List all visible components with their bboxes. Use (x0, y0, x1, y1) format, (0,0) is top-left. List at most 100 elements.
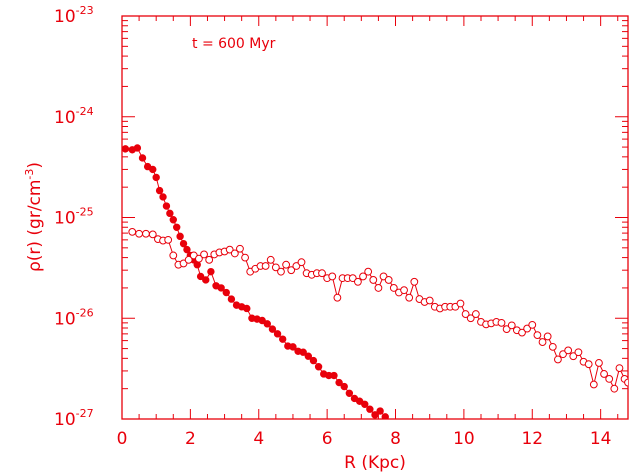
data-point (366, 405, 374, 413)
data-point (176, 232, 184, 241)
axis-ticks (121, 16, 628, 420)
data-point (364, 267, 373, 276)
data-point (528, 320, 537, 329)
data-point (202, 276, 210, 284)
data-point (309, 356, 318, 365)
y-tick-label: 10-24 (54, 105, 94, 128)
data-point (523, 324, 532, 333)
data-point (164, 235, 173, 244)
data-point (263, 320, 272, 328)
data-point (162, 202, 171, 210)
series-open-circle (128, 227, 628, 393)
data-point (222, 288, 230, 297)
data-point (381, 413, 389, 419)
data-point (371, 411, 379, 419)
data-point (610, 384, 619, 393)
data-point (227, 295, 236, 303)
data-point (554, 355, 562, 364)
y-axis-label: ρ(r) (gr/cm-3) (23, 162, 45, 272)
data-point (538, 338, 547, 346)
data-point (266, 255, 275, 264)
data-point (122, 145, 130, 153)
data-point (384, 276, 393, 284)
y-tick-label: 10-26 (54, 306, 94, 329)
data-point (184, 255, 193, 264)
data-point (166, 209, 174, 218)
data-point (359, 272, 367, 281)
data-point (624, 378, 628, 387)
data-point (518, 328, 526, 337)
data-point (507, 321, 516, 330)
data-point (292, 262, 301, 270)
data-point (574, 348, 583, 357)
data-point (142, 229, 150, 238)
data-point (261, 262, 270, 270)
data-point (466, 314, 475, 323)
data-point (559, 350, 567, 359)
data-point (376, 407, 384, 415)
x-tick-label: 6 (322, 429, 333, 449)
data-point (217, 284, 225, 292)
x-tick-label: 2 (185, 429, 196, 449)
axis-tick-labels: 0 2 4 6 8 10 12 14 10-27 10-26 10-25 10-24 10-23 (54, 4, 611, 449)
data-point (595, 359, 603, 367)
data-point (456, 299, 465, 308)
data-point (328, 272, 337, 281)
x-tick-label: 10 (453, 429, 475, 449)
x-tick-label: 14 (590, 429, 612, 449)
y-tick-label: 10-23 (54, 4, 94, 27)
data-point (589, 380, 598, 389)
data-point (152, 173, 160, 182)
data-point (314, 363, 323, 371)
data-point (533, 331, 542, 340)
data-point (243, 304, 251, 313)
data-point (133, 144, 142, 152)
data-point (564, 346, 573, 355)
data-point (361, 400, 369, 408)
x-tick-label: 0 (117, 429, 128, 449)
y-tick-label: 10-27 (54, 407, 94, 430)
data-point (205, 255, 214, 264)
data-point (369, 276, 378, 284)
data-point (340, 382, 348, 391)
data-point (207, 267, 215, 276)
data-point (169, 251, 178, 260)
data-point (605, 375, 614, 383)
x-tick-label: 4 (253, 429, 264, 449)
data-point (225, 245, 234, 254)
data-point (195, 254, 203, 263)
series-layer (122, 144, 628, 419)
data-point (179, 239, 188, 248)
data-point (615, 364, 624, 373)
data-point (277, 267, 285, 276)
data-point (287, 266, 296, 275)
data-point (149, 165, 157, 174)
data-point (183, 245, 191, 254)
data-point (173, 223, 181, 231)
data-point (159, 193, 167, 201)
data-point (330, 371, 338, 380)
data-point (200, 250, 208, 259)
data-point (374, 284, 383, 292)
data-point (155, 186, 164, 195)
data-point (548, 342, 557, 351)
x-tick-label: 12 (521, 429, 543, 449)
data-point (335, 378, 343, 387)
data-point (258, 316, 266, 325)
time-annotation: t = 600 Myr (192, 36, 276, 52)
data-point (230, 249, 239, 258)
data-point (241, 253, 249, 262)
x-axis-label: R (Kpc) (344, 453, 406, 473)
data-point (354, 277, 362, 286)
data-point (400, 286, 408, 295)
data-point (236, 244, 244, 253)
data-point (318, 269, 326, 278)
data-point (128, 227, 137, 236)
plot-frame (121, 15, 629, 420)
data-point (543, 332, 552, 341)
y-tick-label: 10-25 (54, 206, 94, 229)
data-point (196, 272, 205, 281)
series-filled-circle (122, 144, 389, 419)
data-point (333, 293, 342, 302)
